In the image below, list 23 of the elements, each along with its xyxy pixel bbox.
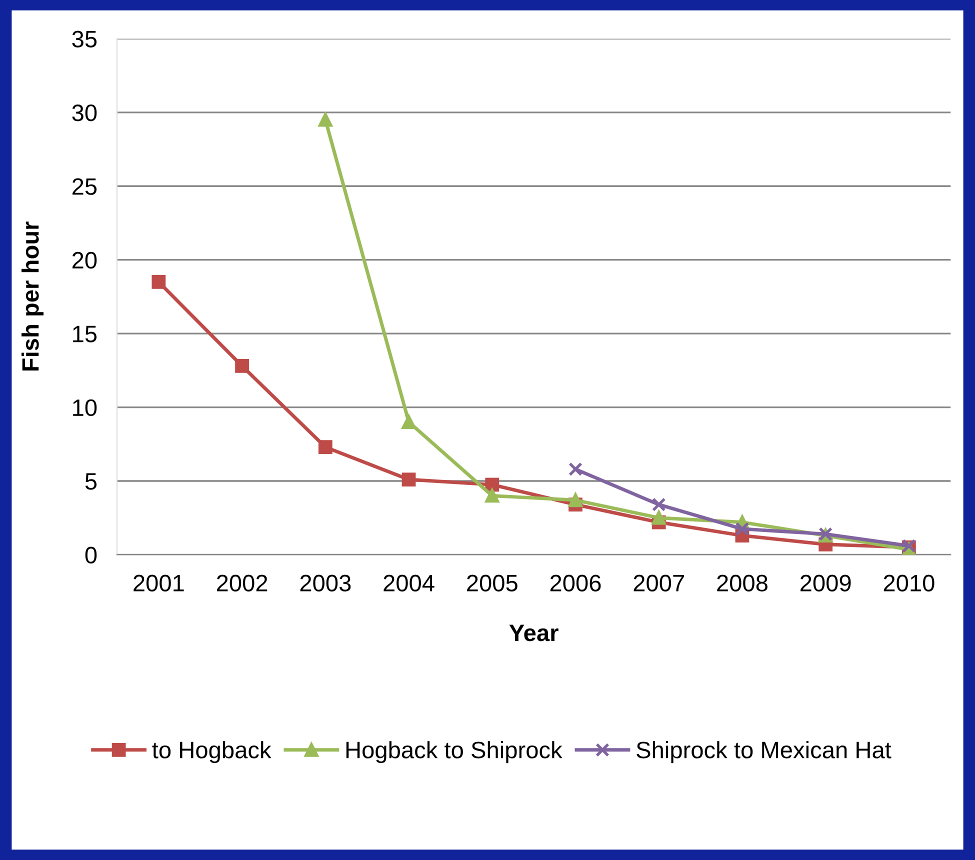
x-tick-label: 2003	[300, 574, 351, 592]
x-tick-label: 2002	[216, 574, 268, 592]
x-tick-label: 2001	[134, 574, 184, 592]
y-tick-label: 30	[72, 104, 97, 122]
x-tick-label: 2009	[800, 574, 851, 592]
y-tick-label: 25	[72, 178, 97, 195]
y-tick-label: 35	[72, 30, 97, 48]
x-tick-label: 2010	[884, 574, 934, 592]
y-tick-label: 15	[73, 326, 97, 342]
x-tick-label: 2006	[550, 574, 601, 592]
legend-label: to Hogback	[152, 741, 272, 764]
x-tick-label: 2004	[384, 574, 434, 592]
y-tick-label: 20	[72, 252, 97, 269]
y-tick-label: 0	[85, 546, 97, 564]
x-tick-label: 2007	[634, 574, 684, 592]
x-axis-title: Year	[509, 624, 558, 642]
y-axis-title: Fish per hour	[22, 222, 44, 371]
y-tick-label: 10	[73, 399, 97, 416]
y-tick-label: 5	[85, 473, 97, 490]
legend-label: Shiprock to Mexican Hat	[636, 741, 892, 764]
x-tick-label: 2008	[717, 574, 768, 592]
x-tick-label: 2005	[467, 574, 518, 592]
legend-label: Hogback to Shiprock	[346, 741, 562, 764]
